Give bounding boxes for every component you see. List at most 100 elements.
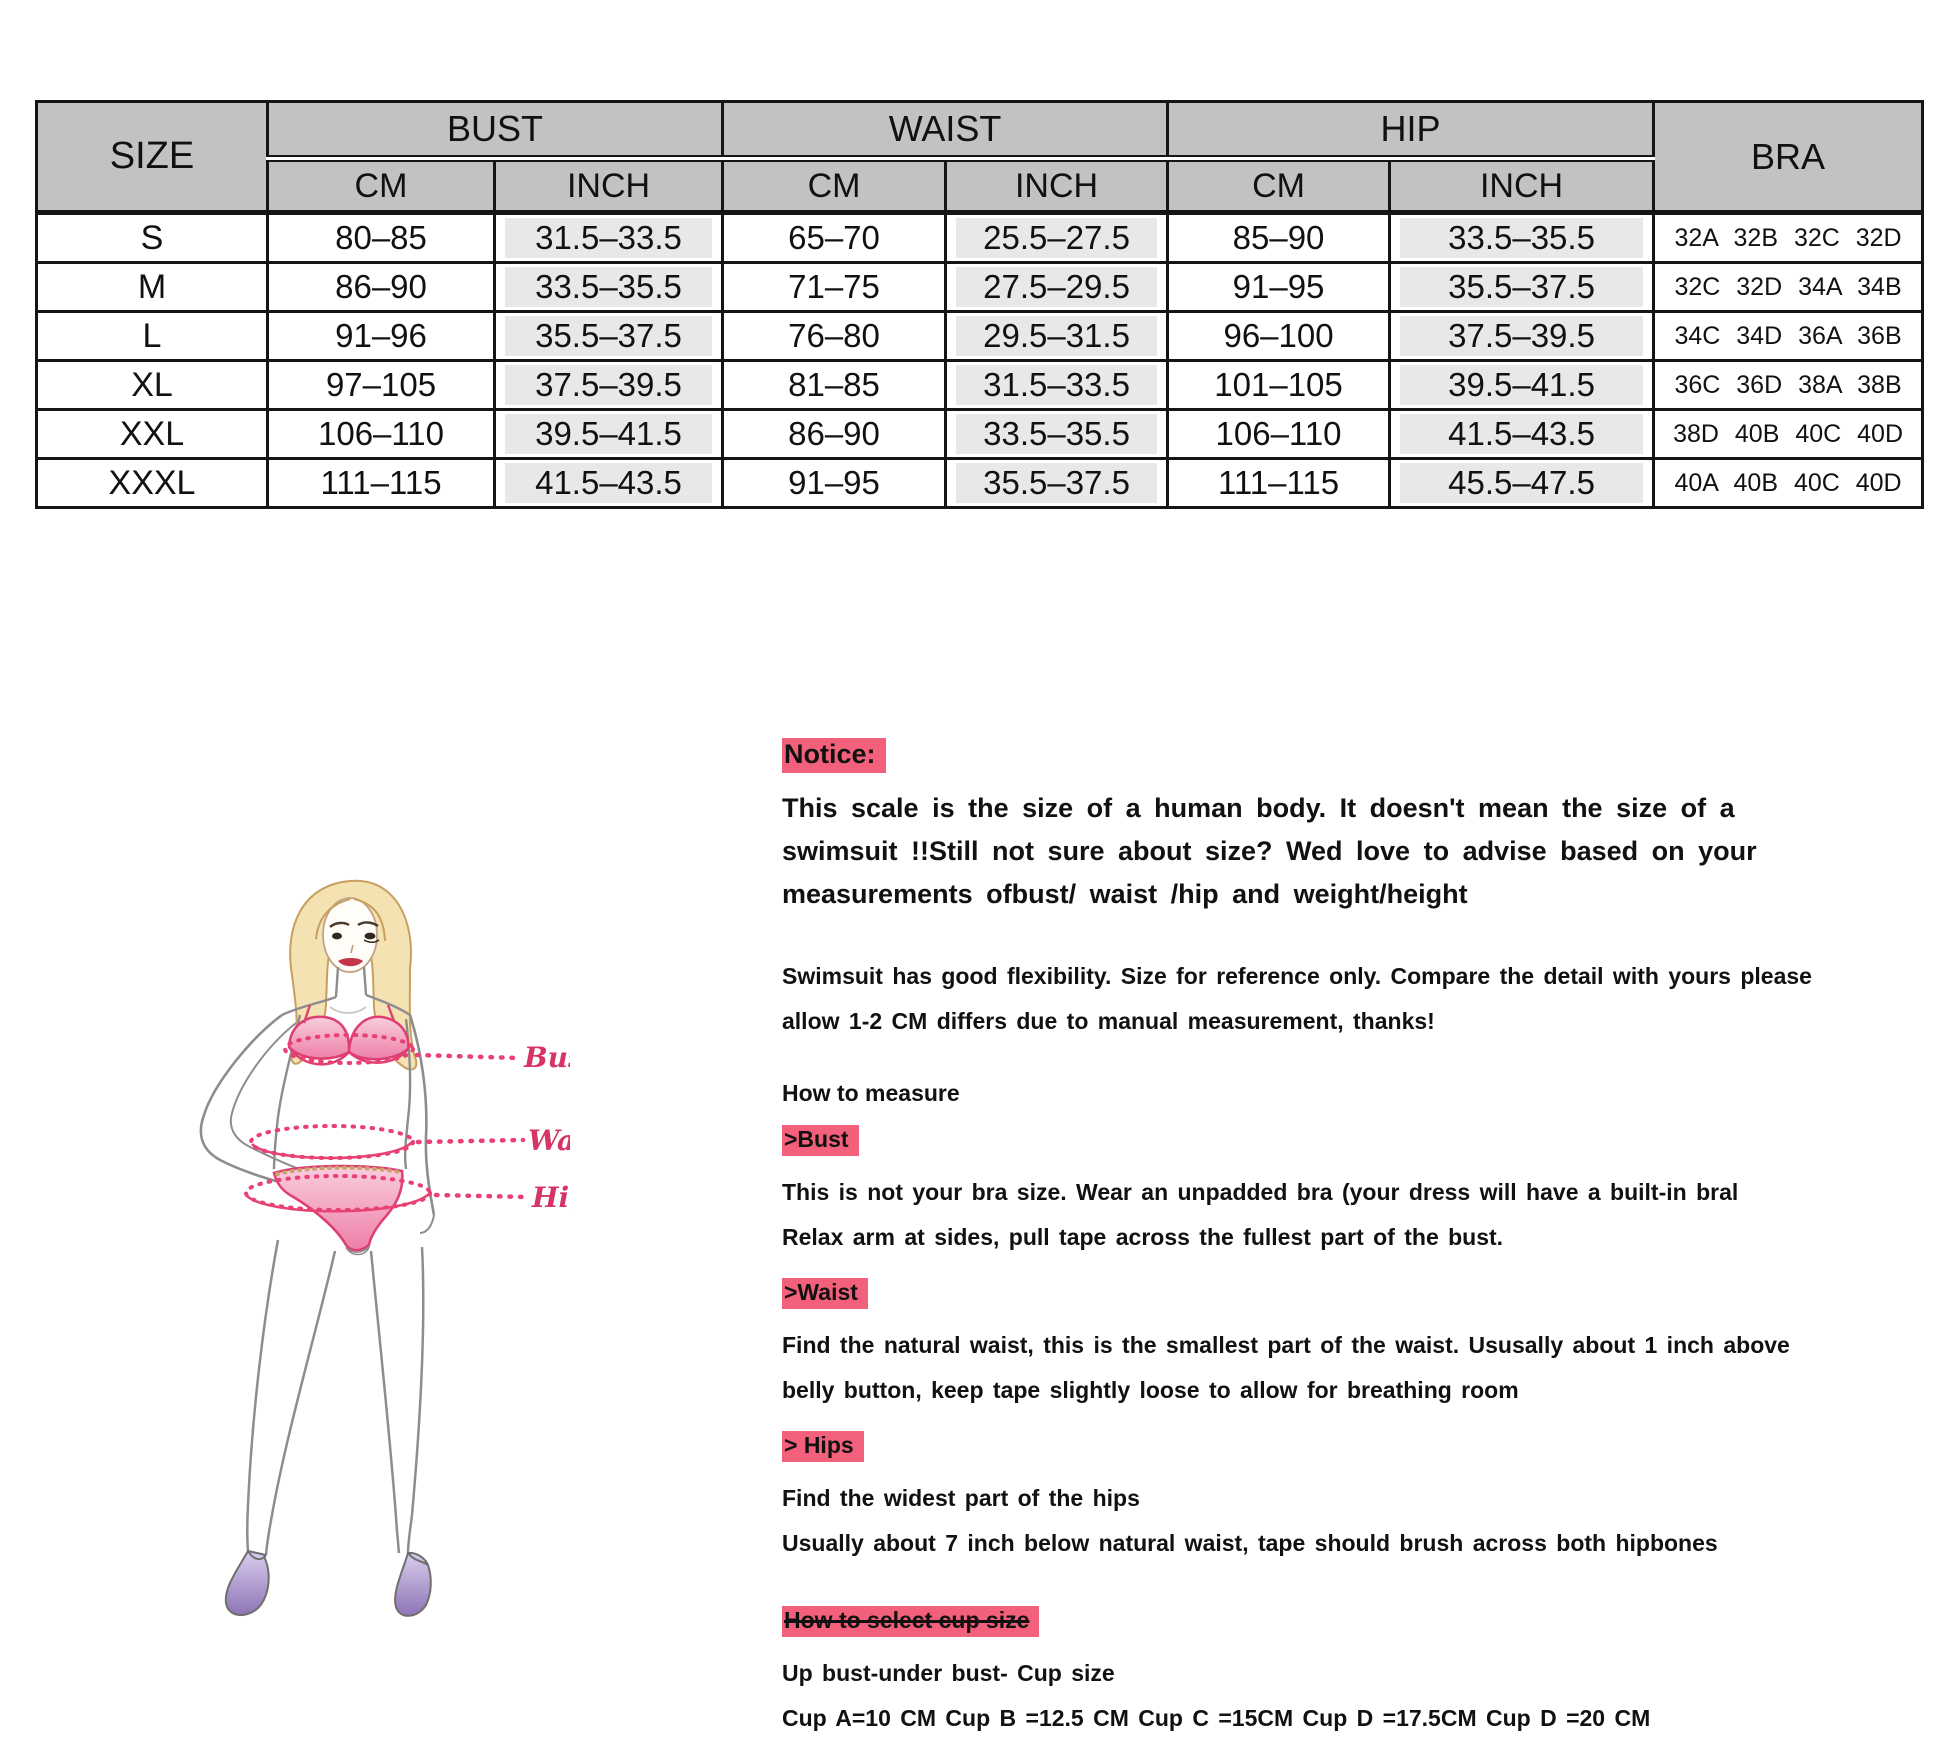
right-eyebrow (357, 921, 379, 928)
hip-inch-cell: 45.5–47.5 (1388, 457, 1656, 509)
table-row-xxxl: XXXL 111–115 41.5–43.5 91–95 35.5–37.5 1… (35, 457, 1925, 509)
waist-cm-cell: 76–80 (721, 310, 948, 362)
lips (338, 958, 363, 967)
right-shoe (394, 1552, 432, 1617)
notice-title: Notice: (782, 738, 886, 773)
bust-section-heading: >Bust (782, 1125, 859, 1156)
hip-cm-cell: 85–90 (1166, 211, 1392, 264)
measurement-figure: Bust Waist Hip (170, 855, 615, 1625)
bust-inch-cell: 31.5–33.5 (492, 211, 725, 264)
table-header: SIZE BUST WAIST HIP BRA CM INCH CM INCH … (35, 100, 1925, 214)
notice-body-line: swimsuit !!Still not sure about size? We… (782, 836, 1757, 866)
bust-leader-line (414, 1052, 521, 1061)
nose (350, 944, 354, 954)
waist-cm-cell: 65–70 (721, 211, 948, 264)
left-shoe (224, 1549, 270, 1616)
waist-instruction-line: belly button, keep tape slightly loose t… (782, 1377, 1519, 1403)
bra-cell: 34C 34D 36A 36B (1652, 310, 1925, 362)
size-cell: XL (35, 359, 269, 411)
hip-cm-cell: 106–110 (1166, 408, 1392, 460)
bust-cm-cell: 111–115 (266, 457, 496, 509)
table-row-m: M 86–90 33.5–35.5 71–75 27.5–29.5 91–95 … (35, 261, 1925, 313)
size-chart-table: SIZE BUST WAIST HIP BRA CM INCH CM INCH … (35, 100, 1925, 509)
waist-cm-header: CM (721, 157, 948, 214)
hip-inch-cell: 37.5–39.5 (1388, 310, 1656, 362)
face (322, 897, 378, 973)
waist-cm-cell: 86–90 (721, 408, 948, 460)
hip-label: Hip (531, 1181, 570, 1214)
hips-instruction-line: Find the widest part of the hips (782, 1485, 1140, 1511)
hip-cm-cell: 111–115 (1166, 457, 1392, 509)
bust-inch-cell: 35.5–37.5 (492, 310, 725, 362)
bust-cm-cell: 86–90 (266, 261, 496, 313)
waist-inch-cell: 31.5–33.5 (944, 359, 1170, 411)
bust-cm-cell: 106–110 (266, 408, 496, 460)
bust-inch-cell: 41.5–43.5 (492, 457, 725, 509)
waist-inch-cell: 35.5–37.5 (944, 457, 1170, 509)
bust-cm-cell: 80–85 (266, 211, 496, 264)
hip-cm-cell: 101–105 (1166, 359, 1392, 411)
hips-section-heading: > Hips (782, 1431, 864, 1462)
left-arm (199, 1013, 303, 1190)
bra-cell: 32C 32D 34A 34B (1652, 261, 1925, 313)
flexibility-note-line: Swimsuit has good flexibility. Size for … (782, 963, 1812, 989)
hip-inch-cell: 35.5–37.5 (1388, 261, 1656, 313)
left-leg (246, 1239, 280, 1552)
waist-cm-cell: 91–95 (721, 457, 948, 509)
flexibility-note-line: allow 1-2 CM differs due to manual measu… (782, 1008, 1435, 1034)
cup-size-line: Cup A=10 CM Cup B =12.5 CM Cup C =15CM C… (782, 1705, 1651, 1731)
bra-cell: 36C 36D 38A 38B (1652, 359, 1925, 411)
bra-cell: 40A 40B 40C 40D (1652, 457, 1925, 509)
waist-group-header: WAIST (721, 100, 1170, 162)
waist-inch-header: INCH (944, 157, 1170, 214)
bust-inch-header: INCH (492, 157, 725, 214)
size-cell: XXXL (35, 457, 269, 509)
bust-cm-cell: 97–105 (266, 359, 496, 411)
notice-body-line: This scale is the size of a human body. … (782, 793, 1735, 823)
bust-inch-cell: 37.5–39.5 (492, 359, 725, 411)
size-cell: XXL (35, 408, 269, 460)
left-eye (332, 932, 342, 940)
right-leg (406, 1246, 425, 1554)
notice-body-line: measurements ofbust/ waist /hip and weig… (782, 879, 1468, 909)
hip-inch-cell: 41.5–43.5 (1388, 408, 1656, 460)
size-cell: L (35, 310, 269, 362)
cup-size-line: Up bust-under bust- Cup size (782, 1660, 1115, 1686)
hip-cm-cell: 91–95 (1166, 261, 1392, 313)
woman-sketch-illustration: Bust Waist Hip (199, 879, 615, 1617)
hip-inch-cell: 39.5–41.5 (1388, 359, 1656, 411)
right-hand (419, 1214, 435, 1234)
bust-group-header: BUST (265, 100, 725, 162)
table-row-xxl: XXL 106–110 39.5–41.5 86–90 33.5–35.5 10… (35, 408, 1925, 460)
left-eyebrow (329, 921, 350, 928)
hips-instruction-line: Usually about 7 inch below natural waist… (782, 1530, 1718, 1556)
hip-inch-header: INCH (1388, 157, 1656, 214)
bra-cell: 38D 40B 40C 40D (1652, 408, 1925, 460)
table-row-l: L 91–96 35.5–37.5 76–80 29.5–31.5 96–100… (35, 310, 1925, 362)
bra-column-header: BRA (1652, 100, 1925, 214)
bra-straps (302, 1004, 396, 1024)
hip-cm-cell: 96–100 (1166, 310, 1392, 362)
how-to-measure-title: How to measure (782, 1080, 960, 1106)
bra-cell: 32A 32B 32C 32D (1652, 211, 1925, 264)
bust-cm-cell: 91–96 (266, 310, 496, 362)
cup-size-section-heading: How to select cup size (782, 1606, 1040, 1637)
hip-inch-cell: 33.5–35.5 (1388, 211, 1656, 264)
bust-inch-cell: 39.5–41.5 (492, 408, 725, 460)
info-column: Notice: This scale is the size of a huma… (782, 738, 1930, 1741)
right-eye (364, 932, 376, 940)
waist-inch-cell: 27.5–29.5 (944, 261, 1170, 313)
table-row-s: S 80–85 31.5–33.5 65–70 25.5–27.5 85–90 … (35, 211, 1925, 264)
table-row-xl: XL 97–105 37.5–39.5 81–85 31.5–33.5 101–… (35, 359, 1925, 411)
bust-inch-cell: 33.5–35.5 (492, 261, 725, 313)
size-cell: S (35, 211, 269, 264)
notice-heading: Notice: (782, 738, 1930, 773)
bust-cm-header: CM (266, 157, 496, 214)
waist-inch-cell: 25.5–27.5 (944, 211, 1170, 264)
size-cell: M (35, 261, 269, 313)
bust-measure-ring (283, 1033, 415, 1065)
hip-leader-line (433, 1192, 529, 1200)
waist-cm-cell: 71–75 (721, 261, 948, 313)
waist-instruction-line: Find the natural waist, this is the smal… (782, 1332, 1790, 1358)
